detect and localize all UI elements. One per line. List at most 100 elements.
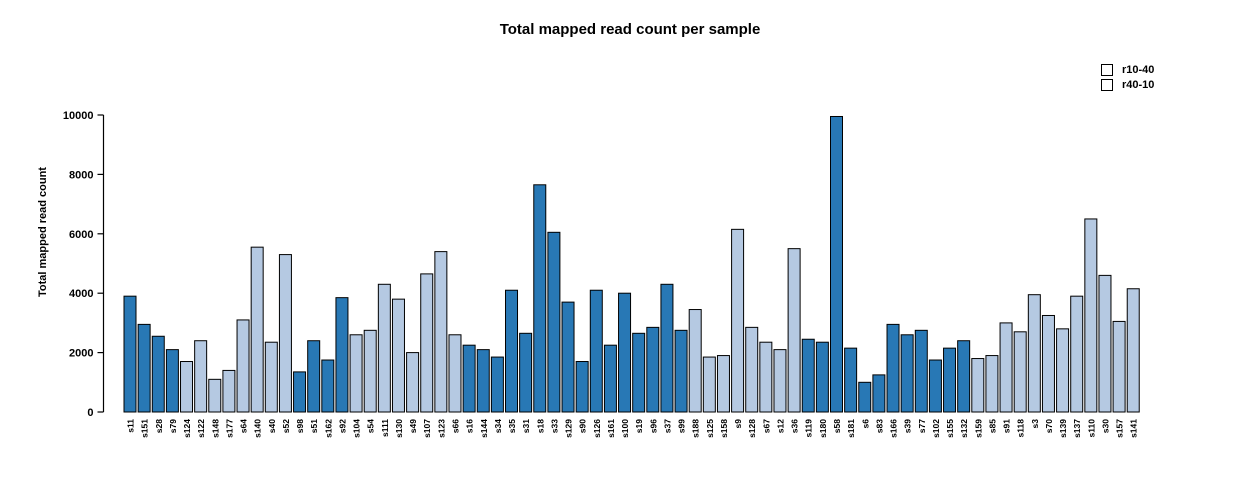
x-tick-label-s12: s12 xyxy=(775,419,785,433)
x-tick-label-s144: s144 xyxy=(479,419,489,438)
bar-s6 xyxy=(858,381,872,413)
bar-s70 xyxy=(1041,314,1055,413)
bar-s162 xyxy=(321,359,335,413)
x-tick-label-s98: s98 xyxy=(295,419,305,433)
x-tick-label-s104: s104 xyxy=(352,419,362,438)
x-tick-label-s31: s31 xyxy=(521,419,531,433)
bar-s158 xyxy=(716,355,730,413)
x-tick-label-s67: s67 xyxy=(761,419,771,433)
x-tick-label-s137: s137 xyxy=(1072,419,1082,438)
x-tick-label-s162: s162 xyxy=(323,419,333,438)
x-tick-label-s34: s34 xyxy=(493,419,503,433)
bar-s161 xyxy=(603,344,617,413)
bar-s49 xyxy=(406,352,420,413)
bar-s99 xyxy=(674,329,688,413)
x-tick-label-s92: s92 xyxy=(337,419,347,433)
x-tick-label-s151: s151 xyxy=(140,419,150,438)
bar-s31 xyxy=(519,332,533,413)
bar-s107 xyxy=(420,273,434,413)
bar-s104 xyxy=(349,334,363,413)
bar-s132 xyxy=(957,340,971,413)
x-tick-label-s30: s30 xyxy=(1100,419,1110,433)
bar-s177 xyxy=(222,369,236,413)
bar-s79 xyxy=(165,349,179,413)
legend-label-r40-10: r40-10 xyxy=(1122,78,1155,91)
x-tick-label-s6: s6 xyxy=(860,419,870,429)
bar-s3 xyxy=(1027,294,1041,413)
x-tick-label-s79: s79 xyxy=(168,419,178,433)
legend-swatch-r40-10 xyxy=(1101,78,1113,91)
x-tick-label-s159: s159 xyxy=(973,419,983,438)
bar-s67 xyxy=(759,341,773,413)
x-tick-label-s166: s166 xyxy=(889,419,899,438)
bar-s85 xyxy=(985,355,999,413)
bar-s188 xyxy=(688,309,702,413)
x-tick-label-s9: s9 xyxy=(733,419,743,429)
x-tick-label-s107: s107 xyxy=(422,419,432,438)
x-tick-label-s124: s124 xyxy=(182,419,192,438)
x-tick-label-s35: s35 xyxy=(507,419,517,433)
bar-s157 xyxy=(1112,320,1126,413)
x-tick-label-s188: s188 xyxy=(691,419,701,438)
x-tick-label-s90: s90 xyxy=(578,419,588,433)
bar-s52 xyxy=(278,254,292,413)
x-tick-label-s37: s37 xyxy=(662,419,672,433)
bar-s34 xyxy=(490,356,504,413)
x-tick-label-s132: s132 xyxy=(959,419,969,438)
x-tick-label-s52: s52 xyxy=(281,419,291,433)
bar-s181 xyxy=(844,347,858,413)
bar-s102 xyxy=(928,359,942,413)
bar-s51 xyxy=(307,340,321,413)
bar-s83 xyxy=(872,374,886,413)
x-tick-label-s141: s141 xyxy=(1129,419,1139,438)
x-tick-label-s130: s130 xyxy=(394,419,404,438)
bar-s30 xyxy=(1098,274,1112,413)
bar-s19 xyxy=(632,332,646,413)
bar-s124 xyxy=(180,361,194,413)
x-tick-label-s58: s58 xyxy=(832,419,842,433)
bar-s18 xyxy=(533,184,547,413)
bar-s111 xyxy=(377,283,391,413)
bar-s119 xyxy=(801,338,815,413)
bar-s166 xyxy=(886,323,900,413)
x-tick-label-s111: s111 xyxy=(380,419,390,437)
x-tick-label-s118: s118 xyxy=(1016,419,1026,438)
y-tick-label: 8000 xyxy=(69,169,93,181)
x-tick-label-s18: s18 xyxy=(535,419,545,433)
x-tick-label-s180: s180 xyxy=(818,419,828,438)
bar-s39 xyxy=(900,334,914,413)
bar-s9 xyxy=(731,228,745,413)
x-tick-label-s157: s157 xyxy=(1115,419,1125,438)
x-tick-label-s158: s158 xyxy=(719,419,729,438)
bar-s123 xyxy=(434,251,448,413)
bar-s137 xyxy=(1070,295,1084,413)
x-tick-label-s3: s3 xyxy=(1030,419,1040,429)
bar-s66 xyxy=(448,334,462,413)
y-tick-label: 4000 xyxy=(69,288,93,300)
bar-s159 xyxy=(971,358,985,413)
bar-s37 xyxy=(660,283,674,413)
x-tick-label-s51: s51 xyxy=(309,419,319,433)
bar-s141 xyxy=(1126,288,1140,413)
bar-s33 xyxy=(547,231,561,413)
x-tick-label-s181: s181 xyxy=(846,419,856,438)
bar-s110 xyxy=(1084,218,1098,413)
x-tick-label-s148: s148 xyxy=(210,419,220,438)
bar-s118 xyxy=(1013,331,1027,413)
x-tick-label-s64: s64 xyxy=(239,419,249,433)
x-tick-label-s110: s110 xyxy=(1086,419,1096,438)
y-tick-label: 2000 xyxy=(69,348,93,360)
bar-s128 xyxy=(745,326,759,413)
legend-item-r40-10: r40-10 xyxy=(1101,77,1154,92)
x-tick-label-s128: s128 xyxy=(747,419,757,438)
x-tick-label-s119: s119 xyxy=(804,419,814,438)
bar-s98 xyxy=(293,371,307,413)
x-tick-label-s36: s36 xyxy=(790,419,800,433)
x-tick-label-s123: s123 xyxy=(436,419,446,438)
bar-s77 xyxy=(914,329,928,413)
bar-s140 xyxy=(250,246,264,413)
bar-s122 xyxy=(194,340,208,413)
bar-s58 xyxy=(830,115,843,413)
bar-s155 xyxy=(943,347,957,413)
chart-legend: r10-40 r40-10 xyxy=(1101,62,1154,92)
